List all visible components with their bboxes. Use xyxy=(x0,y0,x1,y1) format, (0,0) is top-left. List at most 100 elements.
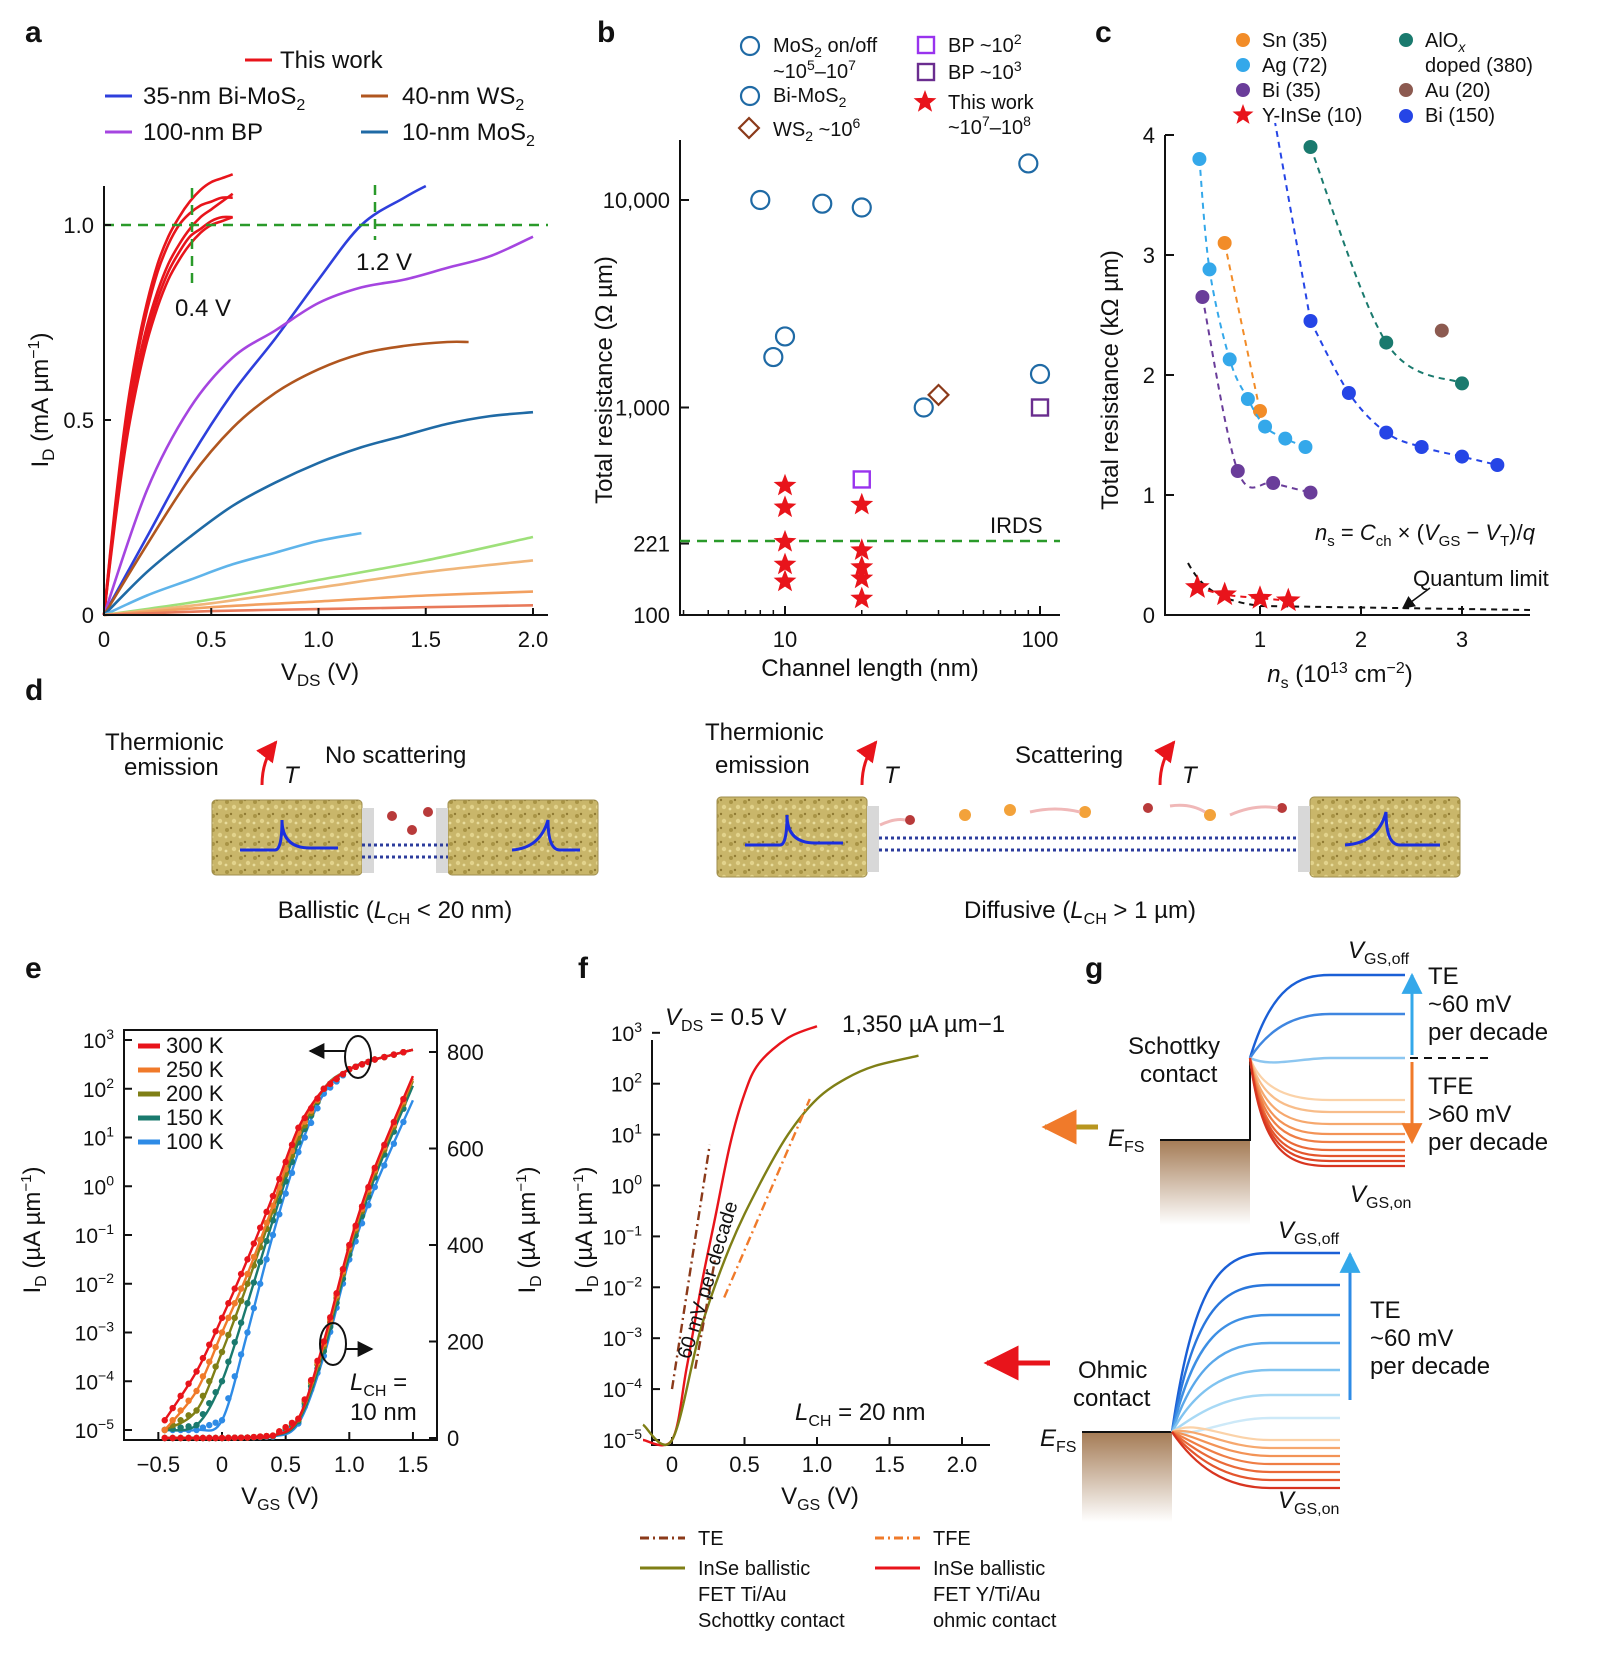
legend-this-work: This work xyxy=(280,47,384,74)
e-dot-log-1-0-0.5 xyxy=(177,1424,184,1431)
g-bottom-off-curve-6 xyxy=(1171,1416,1340,1435)
e-circle-log xyxy=(344,1035,372,1079)
f-legend-schottky-3: Schottky contact xyxy=(698,1610,845,1632)
panel-c-chart: 1 2 3 0 1 2 3 4 Quantum limit ns = Cch × (VGS −… xyxy=(1097,30,1549,692)
e-dot-log-2-0-0.75 xyxy=(185,1412,192,1419)
e-dot-lin-0-8-0.5 xyxy=(390,1140,398,1147)
legend-marker-this-work xyxy=(913,90,937,112)
g-top-efs: EFS xyxy=(1108,1125,1144,1156)
c-point-3-1 xyxy=(1212,581,1237,606)
d-right-temp-arrow-2 xyxy=(1154,740,1176,786)
e-dot-lin-4-1-0 xyxy=(193,1434,200,1442)
annotation-1-2V: 1.2 V xyxy=(356,249,412,276)
e-dot-log-2-2-0.75 xyxy=(237,1297,245,1305)
e-dot-lin-4-8-0.25 xyxy=(381,1141,388,1149)
e-dot-log-3-3-0 xyxy=(244,1270,251,1278)
d-left-electron-3 xyxy=(423,807,433,817)
legend-ws2-b: WS2 ~106 xyxy=(773,115,861,144)
g-top-contact-1: Schottky xyxy=(1128,1033,1220,1060)
g-top-barrier xyxy=(1160,1058,1251,1141)
e-dot-log-1-1-0.25 xyxy=(199,1410,207,1418)
a-xtick-label-3: 1.5 xyxy=(410,627,441,652)
e-dot-log-4-4-0 xyxy=(269,1192,277,1200)
e-dot-log-3-0-0.75 xyxy=(185,1397,192,1404)
e-dot-log-4-8-0.25 xyxy=(381,1053,388,1061)
d-left-note: No scattering xyxy=(325,742,466,769)
e-dot-log-2-1-0 xyxy=(193,1407,200,1414)
b-point-0-2 xyxy=(851,197,872,218)
b-point-5-0 xyxy=(773,473,797,496)
e-dot-log-4-8-0.75 xyxy=(400,1048,407,1056)
f-ytick-label-4: 10−1 xyxy=(603,1222,643,1249)
panel-label-c: c xyxy=(1095,16,1112,49)
c-point-6-0 xyxy=(1303,314,1318,328)
g-bottom-on-curve-0 xyxy=(1171,1426,1340,1442)
c-point-4-0 xyxy=(1303,140,1318,154)
e-dot-log-2-3-0 xyxy=(244,1280,251,1287)
c-point-6-3 xyxy=(1414,440,1429,454)
e-legend-label-2: 200 K xyxy=(166,1081,224,1106)
e-ytick-left-label-3: 10−2 xyxy=(75,1270,115,1297)
f-xtick-label-2: 1.0 xyxy=(802,1452,833,1477)
e-dot-lin-4-6-0.25 xyxy=(327,1314,334,1321)
panel-a-ylabel: ID (mA µm−1) xyxy=(26,332,58,467)
c-point-1-6 xyxy=(1298,440,1313,454)
b-point-5-7 xyxy=(850,555,874,577)
e-dot-log-1-0-0.75 xyxy=(185,1423,192,1430)
b-point-5-1 xyxy=(773,495,797,518)
e-dot-log-0-3-0 xyxy=(244,1329,251,1336)
e-dot-lin-4-4-0 xyxy=(269,1432,277,1439)
e-dot-log-1-2-0.75 xyxy=(237,1319,245,1326)
f-legend-ohmic-1: InSe ballistic xyxy=(933,1558,1045,1580)
e-dot-lin-4-5-0.75 xyxy=(314,1357,321,1365)
c-point-5-0 xyxy=(1434,323,1449,338)
e-dot-log-1-3-0.25 xyxy=(250,1279,258,1286)
e-dot-log-0-2-0.5 xyxy=(231,1373,238,1380)
legend-bi-mos2: 35-nm Bi-MoS2 xyxy=(143,83,305,114)
f-xtick-label-3: 1.5 xyxy=(874,1452,905,1477)
e-ytick-right-label-3: 600 xyxy=(447,1137,484,1162)
d-right-spacer-2 xyxy=(1298,806,1310,872)
e-xtick-label-2: 0.5 xyxy=(270,1452,301,1477)
panel-f-chart: 0 0.5 1.0 1.5 2.0 10−5 10−4 10−3 10−2 10−1 100 101 1… xyxy=(570,1004,1057,1632)
b-point-4-0 xyxy=(1030,398,1050,417)
c-series-line-2 xyxy=(1201,296,1311,494)
e-dot-lin-4-7-0.25 xyxy=(352,1222,359,1229)
d-right-temp-arrow-1 xyxy=(856,740,878,786)
b-point-2-0 xyxy=(927,383,950,407)
panel-label-a: a xyxy=(25,16,42,49)
a-series-line-7 xyxy=(102,340,469,616)
a-ytick-label-1: 0.5 xyxy=(63,408,94,433)
f-xtick-label-0: 0 xyxy=(666,1452,678,1477)
b-point-5-3 xyxy=(773,552,797,575)
e-dot-log-3-2-0.25 xyxy=(225,1314,232,1322)
e-dot-log-1-2-0 xyxy=(218,1378,226,1385)
d-left-caption: Ballistic (LCH < 20 nm) xyxy=(278,897,513,928)
e-dot-lin-0-8-0 xyxy=(371,1183,378,1191)
c-point-2-2 xyxy=(1266,476,1281,490)
g-bottom-te-3: per decade xyxy=(1370,1353,1490,1380)
b-point-1-0 xyxy=(763,346,784,368)
c-point-3-3 xyxy=(1275,587,1301,612)
c-point-1-1 xyxy=(1202,262,1217,277)
d-left-temp-arrow xyxy=(256,740,278,786)
f-series-line-1 xyxy=(642,1054,919,1446)
g-bottom-on-curve-5 xyxy=(1171,1431,1340,1482)
g-bottom-off-label: VGS,off xyxy=(1278,1217,1340,1248)
c-point-3-2 xyxy=(1247,585,1273,609)
e-xtick-label-3: 1.0 xyxy=(334,1452,365,1477)
e-dot-log-4-5-0.25 xyxy=(301,1114,308,1122)
e-dot-log-2-2-0.5 xyxy=(231,1314,238,1322)
e-ytick-left-label-4: 10−1 xyxy=(75,1221,115,1248)
panel-f-xlabel: VGS (V) xyxy=(781,1483,859,1514)
f-ytick-label-1: 10−4 xyxy=(603,1375,643,1402)
f-ytick-label-7: 102 xyxy=(611,1070,642,1097)
g-bottom-on-curve-1 xyxy=(1171,1429,1340,1450)
g-top-off-label: VGS,off xyxy=(1348,937,1410,968)
c-point-0-0 xyxy=(1217,236,1232,250)
e-dot-lin-4-3-0.5 xyxy=(256,1433,264,1440)
e-dot-log-3-2-0.5 xyxy=(231,1300,238,1307)
e-dot-lin-0-8-0.25 xyxy=(381,1162,388,1169)
legend-bp: 100-nm BP xyxy=(143,119,263,146)
f-legend-tfe: TFE xyxy=(933,1528,971,1550)
